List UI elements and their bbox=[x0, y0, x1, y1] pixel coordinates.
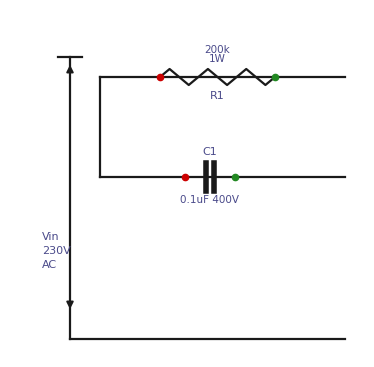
Text: 200k: 200k bbox=[205, 45, 230, 55]
Text: AC: AC bbox=[42, 260, 57, 270]
Text: 0.1uF 400V: 0.1uF 400V bbox=[181, 195, 239, 205]
Text: 1W: 1W bbox=[209, 54, 226, 64]
Text: C1: C1 bbox=[203, 147, 217, 157]
Text: Vin: Vin bbox=[42, 232, 59, 242]
Text: R1: R1 bbox=[210, 91, 225, 101]
Text: 230V: 230V bbox=[42, 246, 71, 256]
